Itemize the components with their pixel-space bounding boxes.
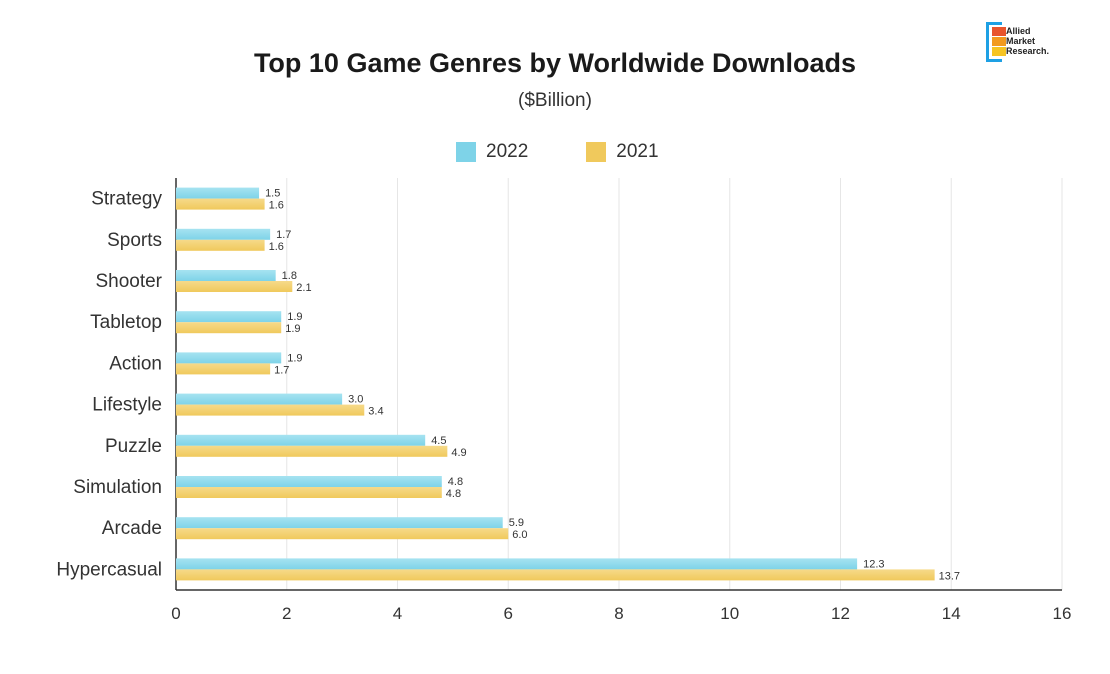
data-label-2021: 3.4 (368, 406, 383, 418)
data-label-2022: 12.3 (863, 558, 884, 570)
bar-2022 (176, 517, 503, 529)
category-label: Tabletop (90, 312, 162, 333)
category-label: Lifestyle (92, 395, 162, 416)
data-label-2022: 4.5 (431, 435, 446, 447)
legend-label-2022: 2022 (486, 141, 529, 162)
logo-square-orange-icon (992, 37, 1006, 46)
bar-2021 (176, 198, 265, 210)
category-label: Sports (107, 230, 162, 251)
bar-2022 (176, 228, 271, 240)
brand-line-3: Research. (1006, 46, 1050, 56)
data-label-2021: 1.9 (285, 323, 300, 335)
x-tick-label: 10 (720, 604, 739, 623)
data-label-2021: 1.7 (274, 364, 289, 376)
bar-2021 (176, 487, 442, 498)
data-label-2021: 1.6 (269, 241, 284, 253)
bar-2021 (176, 445, 448, 457)
bar-2021 (176, 239, 265, 251)
bar-2021 (176, 404, 365, 416)
bar-2022 (176, 187, 260, 199)
category-label: Strategy (91, 189, 162, 210)
legend-label-2021: 2021 (616, 141, 659, 162)
logo-square-yellow-icon (992, 47, 1006, 56)
x-tick-label: 4 (393, 604, 402, 623)
data-label-2022: 1.9 (287, 311, 302, 323)
data-label-2021: 4.9 (451, 447, 466, 459)
legend-item-2022: 2022 (456, 141, 528, 163)
bar-2022 (176, 311, 282, 323)
x-tick-label: 6 (504, 604, 513, 623)
data-label-2021: 2.1 (296, 282, 311, 294)
chart-subtitle: ($Billion) (518, 90, 592, 111)
x-tick-label: 12 (831, 604, 850, 623)
bar-2022 (176, 352, 282, 364)
bar-2022 (176, 434, 426, 446)
data-label-2022: 4.8 (448, 476, 463, 488)
x-tick-label: 2 (282, 604, 291, 623)
data-label-2022: 3.0 (348, 394, 363, 406)
bar-2022 (176, 476, 442, 487)
logo-square-red-icon (992, 27, 1006, 36)
data-label-2021: 1.6 (269, 200, 284, 212)
category-label: Action (109, 353, 162, 374)
data-label-2022: 1.7 (276, 229, 291, 241)
bar-2021 (176, 281, 293, 292)
category-label: Shooter (95, 271, 162, 292)
brand-logo: Allied Market Research. (986, 22, 1068, 68)
data-label-2022: 1.9 (287, 352, 302, 364)
category-label: Arcade (102, 518, 162, 539)
brand-line-2: Market (1006, 36, 1036, 46)
chart-legend: 2022 2021 (456, 141, 717, 163)
category-label: Simulation (73, 477, 162, 498)
bar-2021 (176, 322, 282, 334)
bar-2021 (176, 363, 271, 375)
data-label-2022: 5.9 (509, 517, 524, 529)
x-tick-label: 8 (614, 604, 623, 623)
legend-item-2021: 2021 (586, 141, 659, 163)
data-label-2022: 1.5 (265, 188, 280, 200)
bar-2021 (176, 528, 509, 540)
legend-swatch-2021 (586, 142, 607, 162)
brand-line-1: Allied (1006, 26, 1031, 36)
bar-2022 (176, 558, 858, 570)
category-label: Hypercasual (56, 559, 162, 580)
bar-2022 (176, 270, 276, 281)
data-label-2022: 1.8 (282, 270, 297, 282)
data-label-2021: 4.8 (446, 488, 461, 500)
x-tick-label: 0 (171, 604, 180, 623)
legend-swatch-2022 (456, 142, 476, 162)
data-label-2021: 13.7 (939, 570, 960, 582)
data-label-2021: 6.0 (512, 529, 527, 541)
bar-2021 (176, 569, 935, 581)
chart-title: Top 10 Game Genres by Worldwide Download… (253, 48, 857, 78)
x-tick-label: 14 (942, 604, 961, 623)
category-label: Puzzle (105, 436, 162, 457)
logo-bracket-icon (986, 22, 1002, 62)
bar-2022 (176, 393, 343, 405)
x-tick-label: 16 (1053, 604, 1072, 623)
